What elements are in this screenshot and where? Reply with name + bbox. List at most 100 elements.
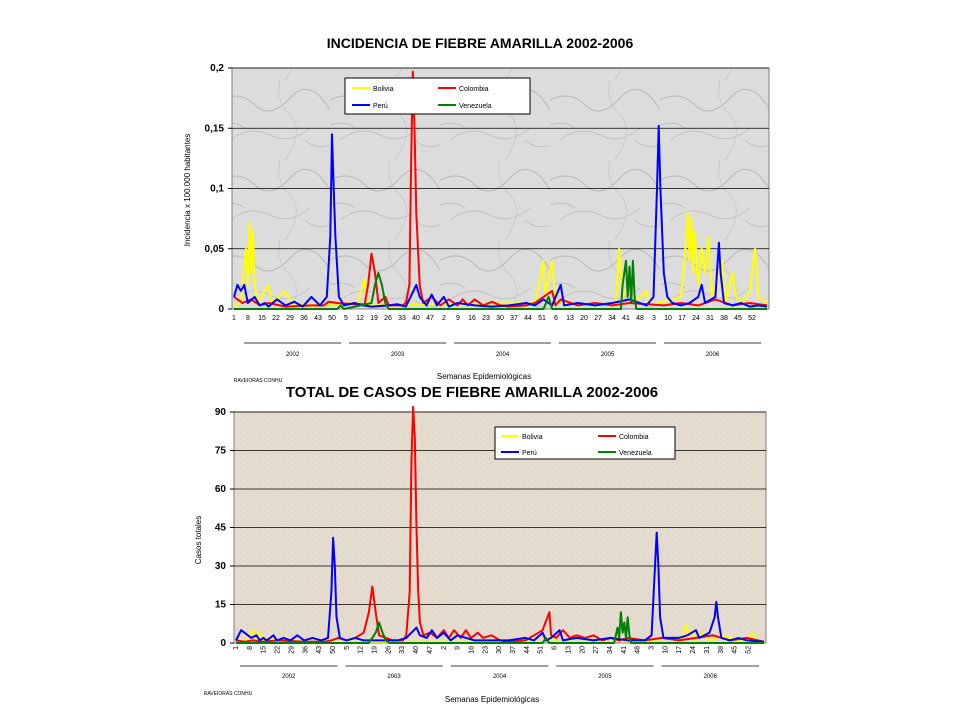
x-tick-label: 22 bbox=[272, 315, 280, 322]
x-tick-label: 31 bbox=[704, 646, 711, 654]
x-tick-label: 30 bbox=[496, 646, 503, 654]
x-tick-label: 47 bbox=[426, 315, 434, 322]
chart2-y-axis-label: Casos totales bbox=[194, 516, 203, 564]
series-line-colombia bbox=[233, 70, 768, 308]
incidence-chart: INCIDENCIA DE FIEBRE AMARILLA 2002-2006 … bbox=[183, 35, 770, 384]
x-tick-label: 51 bbox=[538, 646, 545, 654]
legend1-peru-label: Perú bbox=[373, 103, 388, 110]
x-tick-label: 17 bbox=[678, 315, 686, 322]
x-tick-label: 17 bbox=[676, 646, 683, 654]
x-tick-label: 5 bbox=[344, 315, 348, 322]
chart1-x-axis-label: Semanas Epidemiológicas bbox=[437, 372, 531, 381]
x-tick-label: 48 bbox=[635, 646, 642, 654]
y-tick-label: 90 bbox=[215, 407, 227, 418]
x-tick-label: 13 bbox=[566, 315, 574, 322]
x-tick-label: 40 bbox=[412, 315, 420, 322]
chart1-year-labels: 2002 2003 2004 2005 2006 bbox=[244, 342, 761, 358]
x-tick-label: 6 bbox=[554, 315, 558, 322]
x-tick-label: 22 bbox=[275, 646, 282, 654]
x-tick-label: 2 bbox=[442, 315, 446, 322]
series-line-per bbox=[235, 531, 765, 643]
legend1-venezuela-label: Venezuela bbox=[459, 103, 492, 110]
x-tick-label: 37 bbox=[510, 315, 518, 322]
chart1-x-ticks: 1 8 15 22 29 36 43 50 5 12 19 26 33 40 47 2 9 16 23 30 37 44 5… bbox=[232, 315, 756, 322]
x-tick-label: 3 bbox=[649, 646, 656, 650]
x-tick-label: 9 bbox=[455, 646, 462, 650]
x-tick-label: 19 bbox=[370, 315, 378, 322]
y-tick-label: 0 bbox=[220, 638, 226, 649]
year-label: 2004 bbox=[493, 674, 507, 680]
y-tick-label: 60 bbox=[215, 484, 227, 495]
year-label: 2002 bbox=[282, 674, 296, 680]
x-tick-label: 47 bbox=[427, 646, 434, 654]
x-tick-label: 20 bbox=[580, 315, 588, 322]
x-tick-label: 52 bbox=[745, 646, 752, 654]
chart1-legend: Bolivia Colombia Perú Venezuela bbox=[344, 77, 531, 115]
series-line-venezuela bbox=[234, 259, 767, 310]
x-tick-label: 48 bbox=[636, 315, 644, 322]
y-tick-label: 0,2 bbox=[210, 63, 224, 74]
x-tick-label: 33 bbox=[399, 646, 406, 654]
x-tick-label: 36 bbox=[300, 315, 308, 322]
y-tick-label: 45 bbox=[215, 523, 227, 534]
y-tick-label: 75 bbox=[215, 446, 227, 457]
year-label: 2003 bbox=[391, 352, 405, 358]
chart2-y-ticks: 0 15 30 45 60 75 90 bbox=[215, 407, 234, 649]
chart2-credit: RAVEIORAS CONHU bbox=[204, 691, 253, 697]
year-label: 2002 bbox=[286, 352, 300, 358]
x-tick-label: 12 bbox=[358, 646, 365, 654]
year-label: 2006 bbox=[706, 352, 720, 358]
x-tick-label: 44 bbox=[524, 315, 532, 322]
year-label: 2005 bbox=[598, 674, 612, 680]
chart1-gridlines bbox=[232, 67, 769, 250]
chart1-title: INCIDENCIA DE FIEBRE AMARILLA 2002-2006 bbox=[327, 35, 634, 51]
x-tick-label: 3 bbox=[652, 315, 656, 322]
x-tick-label: 9 bbox=[456, 315, 460, 322]
legend1-bolivia-label: Bolivia bbox=[373, 86, 394, 93]
x-tick-label: 15 bbox=[258, 315, 266, 322]
x-tick-label: 41 bbox=[621, 646, 628, 654]
x-tick-label: 29 bbox=[288, 646, 295, 654]
x-tick-label: 34 bbox=[607, 646, 614, 654]
y-tick-label: 30 bbox=[215, 561, 227, 572]
y-tick-label: 15 bbox=[215, 600, 227, 611]
x-tick-label: 44 bbox=[524, 646, 531, 654]
x-tick-label: 16 bbox=[468, 646, 475, 654]
x-tick-label: 6 bbox=[552, 646, 559, 650]
x-tick-label: 8 bbox=[246, 315, 250, 322]
cases-chart: TOTAL DE CASOS DE FIEBRE AMARILLA 2002-2… bbox=[194, 384, 767, 704]
x-tick-label: 1 bbox=[232, 315, 236, 322]
x-tick-label: 43 bbox=[314, 315, 322, 322]
y-tick-label: 0,15 bbox=[205, 123, 225, 134]
x-tick-label: 8 bbox=[247, 646, 254, 650]
x-tick-label: 16 bbox=[468, 315, 476, 322]
x-tick-label: 10 bbox=[664, 315, 672, 322]
x-tick-label: 40 bbox=[413, 646, 420, 654]
x-tick-label: 20 bbox=[579, 646, 586, 654]
x-tick-label: 26 bbox=[385, 646, 392, 654]
legend2-venezuela-label: Venezuela bbox=[619, 450, 652, 457]
y-tick-label: 0,1 bbox=[210, 184, 224, 195]
chart1-y-ticks: 0 0,05 0,1 0,15 0,2 bbox=[205, 63, 232, 315]
x-tick-label: 30 bbox=[496, 315, 504, 322]
year-label: 2004 bbox=[496, 352, 510, 358]
x-tick-label: 23 bbox=[482, 646, 489, 654]
x-tick-label: 43 bbox=[316, 646, 323, 654]
x-tick-label: 38 bbox=[718, 646, 725, 654]
y-tick-label: 0,05 bbox=[205, 244, 225, 255]
x-tick-label: 37 bbox=[510, 646, 517, 654]
chart1-series bbox=[233, 70, 768, 310]
x-tick-label: 45 bbox=[732, 646, 739, 654]
x-tick-label: 24 bbox=[690, 646, 697, 654]
x-tick-label: 19 bbox=[372, 646, 379, 654]
x-tick-label: 15 bbox=[261, 646, 268, 654]
chart2-title: TOTAL DE CASOS DE FIEBRE AMARILLA 2002-2… bbox=[286, 384, 658, 401]
legend2-peru-label: Perú bbox=[522, 450, 537, 457]
x-tick-label: 23 bbox=[482, 315, 490, 322]
x-tick-label: 51 bbox=[538, 315, 546, 322]
legend2-colombia-label: Colombia bbox=[619, 434, 649, 441]
x-tick-label: 34 bbox=[608, 315, 616, 322]
x-tick-label: 31 bbox=[706, 315, 714, 322]
x-tick-label: 38 bbox=[720, 315, 728, 322]
